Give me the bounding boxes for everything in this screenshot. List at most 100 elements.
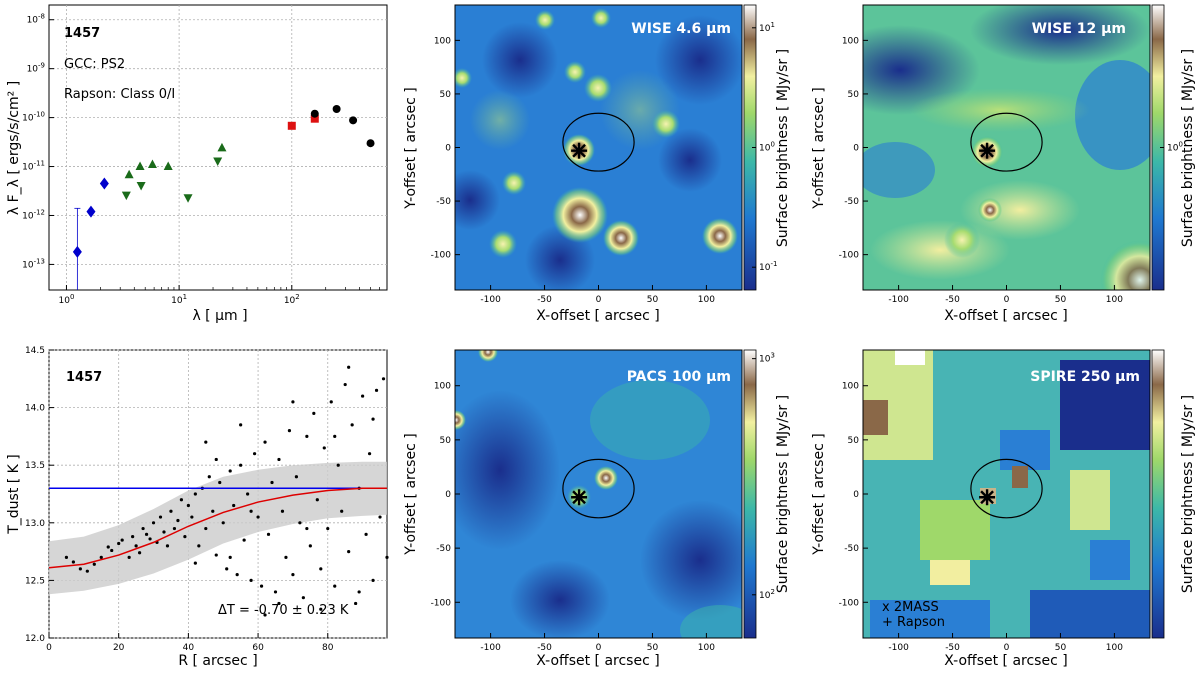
pacs100-ytick-label: -50: [436, 544, 451, 554]
tdust-data-point: [162, 530, 166, 534]
tdust-ytick-label: 12.0: [25, 634, 45, 644]
wise46-ytick-label: 50: [440, 90, 452, 100]
sed-ytick-label: 10-12: [22, 208, 45, 221]
tdust-data-point: [308, 544, 312, 548]
tdust-data-point: [256, 515, 260, 519]
spire250-legend-2mass: x 2MASS: [882, 600, 939, 615]
sed-ytick-label: 10-11: [22, 160, 45, 173]
tdust-data-point: [357, 590, 361, 594]
sed-point-triangle-down: [136, 181, 146, 191]
tdust-data-point: [259, 584, 264, 588]
tdust-data-point: [144, 532, 149, 536]
wise12-map-panel: [863, 5, 1150, 290]
tdust-data-point: [239, 463, 243, 467]
pacs100-xtick-label: 50: [647, 643, 659, 653]
pacs100-point-source: [594, 466, 618, 490]
tdust-data-point: [183, 535, 187, 539]
wise46-diffuse: [600, 70, 680, 150]
sed-frame: [48, 4, 388, 291]
wise46-ytick-label: 0: [445, 144, 451, 154]
pacs100-ytick-label: 100: [434, 382, 451, 392]
tdust-xtick-label: 60: [252, 643, 264, 653]
tdust-data-point: [371, 417, 375, 421]
wise12-ytick-label: -100: [839, 251, 860, 261]
wise46-xtick-label: -50: [537, 295, 552, 305]
tdust-data-point: [294, 475, 299, 479]
wise46-map-panel: [455, 5, 742, 290]
tdust-data-point: [172, 526, 177, 531]
tdust-data-point: [179, 498, 184, 502]
wise46-xtick-label: -100: [480, 295, 501, 305]
wise12-xtick-label: -50: [945, 295, 960, 305]
spire250-xtick-label: 0: [1004, 643, 1010, 653]
tdust-ytick-label: 13.0: [25, 519, 45, 529]
pacs100-xtick-label: 0: [596, 643, 602, 653]
pacs100-ylabel: Y-offset [ arcsec ]: [403, 433, 419, 555]
sed-point-circle: [366, 139, 375, 148]
pacs100-colorbar-tick-label: 103: [759, 352, 775, 365]
tdust-data-point: [120, 538, 124, 542]
sed-ytick-label: 10-9: [27, 62, 45, 75]
tdust-data-point: [169, 509, 173, 513]
tdust-data-point: [242, 538, 246, 542]
sed-point-triangle-up: [147, 159, 157, 169]
tdust-data-point: [71, 560, 75, 564]
pacs100-xtick-label: -100: [480, 643, 501, 653]
tdust-xtick-label: 80: [322, 643, 334, 653]
sed-ytick-label: 10-13: [22, 257, 45, 270]
tdust-source-id: 1457: [66, 370, 102, 385]
pacs100-source-star-marker: [571, 489, 588, 506]
tdust-data-point: [315, 498, 319, 502]
spire250-ytick-label: 0: [853, 490, 859, 500]
tdust-data-point: [277, 457, 281, 462]
tdust-data-point: [176, 518, 180, 523]
tdust-xtick-label: 0: [46, 643, 52, 653]
wise46-ylabel: Y-offset [ arcsec ]: [403, 87, 419, 209]
tdust-ylabel: T_dust [ K ]: [6, 454, 22, 535]
pacs100-star-stroke: [572, 490, 586, 505]
pacs100-cloud: [640, 500, 742, 620]
spire250-diffuse: [930, 560, 970, 585]
wise46-source-star-marker: [571, 142, 588, 159]
tdust-data-point: [186, 503, 190, 508]
tdust-data-point: [127, 555, 131, 559]
tdust-data-point: [137, 551, 142, 555]
tdust-data-point: [85, 569, 89, 573]
tdust-data-point: [371, 578, 375, 583]
tdust-data-point: [228, 469, 232, 473]
sed-xlabel: λ [ μm ]: [192, 308, 247, 324]
wise12-xtick-label: 100: [1106, 295, 1123, 305]
sed-source-id: 1457: [64, 26, 100, 41]
wise46-diffuse: [470, 90, 530, 150]
tdust-data-point: [263, 613, 267, 617]
tdust-data-point: [211, 509, 215, 513]
tdust-xtick-label: 20: [113, 643, 125, 653]
pacs100-ytick-label: 0: [445, 490, 451, 500]
wise12-cloud: [970, 5, 1150, 65]
wise12-colorbar-tick-label: 100: [1167, 141, 1183, 154]
sed-ylabel: λ F_λ [ ergs/s/cm² ]: [6, 81, 22, 215]
tdust-ytick-label: 12.5: [25, 576, 45, 586]
wise46-xtick-label: 50: [647, 295, 659, 305]
sed-panel: 100 101 102 10-13 10-12 10-11 10-10 10-9 10-8 14…: [6, 4, 388, 324]
spire250-diffuse: [1070, 470, 1110, 530]
spire250-xtick-label: -50: [945, 643, 960, 653]
tdust-data-point: [214, 457, 218, 462]
wise12-aperture-ellipse: [970, 112, 1043, 172]
tdust-data-point: [151, 521, 156, 525]
spire250-cloud: [1060, 360, 1150, 450]
tdust-data-point: [204, 526, 208, 531]
tdust-data-point: [117, 541, 121, 546]
tdust-data-point: [340, 509, 344, 513]
spire250-ytick-label: -50: [844, 544, 859, 554]
pacs100-map-panel: [455, 350, 742, 638]
tdust-data-point: [239, 423, 243, 427]
tdust-data-point: [193, 492, 197, 496]
tdust-data-point: [364, 532, 368, 536]
wise12-cloud: [1075, 60, 1150, 170]
tdust-points: [64, 365, 389, 617]
tdust-data-point: [207, 475, 211, 479]
wise46-xtick-label: 100: [698, 295, 715, 305]
tdust-data-point: [158, 515, 163, 519]
tdust-data-point: [361, 394, 365, 398]
